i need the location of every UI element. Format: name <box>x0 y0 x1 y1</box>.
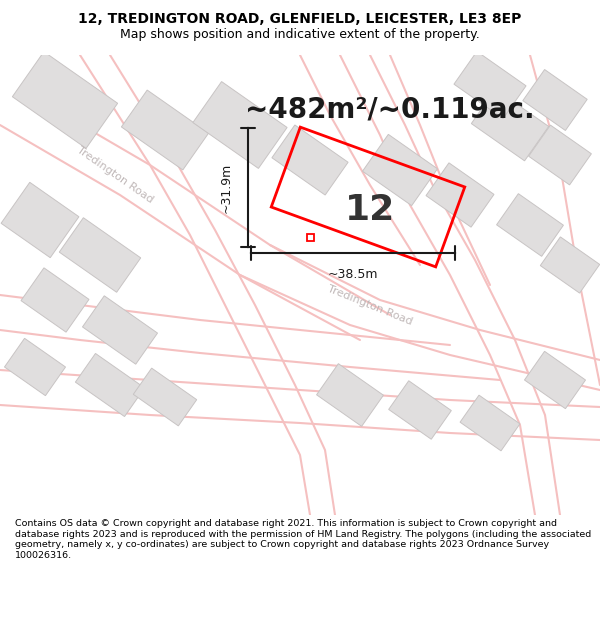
Polygon shape <box>362 134 437 206</box>
Polygon shape <box>317 364 383 426</box>
Text: Tredington Road: Tredington Road <box>75 145 155 205</box>
Polygon shape <box>59 217 141 292</box>
Polygon shape <box>76 354 145 416</box>
Polygon shape <box>389 381 451 439</box>
Text: ~482m²/~0.119ac.: ~482m²/~0.119ac. <box>245 95 535 123</box>
Polygon shape <box>82 296 158 364</box>
Polygon shape <box>454 51 526 119</box>
Text: ~38.5m: ~38.5m <box>328 269 378 281</box>
Polygon shape <box>460 395 520 451</box>
Text: 12: 12 <box>345 193 395 227</box>
Text: 12, TREDINGTON ROAD, GLENFIELD, LEICESTER, LE3 8EP: 12, TREDINGTON ROAD, GLENFIELD, LEICESTE… <box>79 12 521 26</box>
Polygon shape <box>1 182 79 258</box>
Polygon shape <box>272 125 348 195</box>
Polygon shape <box>13 52 118 148</box>
Polygon shape <box>21 268 89 332</box>
Polygon shape <box>121 90 209 170</box>
Polygon shape <box>426 163 494 227</box>
Polygon shape <box>472 89 548 161</box>
Polygon shape <box>133 368 197 426</box>
Polygon shape <box>524 351 586 409</box>
Text: Map shows position and indicative extent of the property.: Map shows position and indicative extent… <box>120 28 480 41</box>
Polygon shape <box>529 125 592 185</box>
Polygon shape <box>541 237 599 293</box>
Text: ~31.9m: ~31.9m <box>220 162 233 212</box>
Text: Tredington Road: Tredington Road <box>326 283 414 327</box>
Polygon shape <box>193 82 287 168</box>
Polygon shape <box>4 338 65 396</box>
Polygon shape <box>497 194 563 256</box>
Text: Contains OS data © Crown copyright and database right 2021. This information is : Contains OS data © Crown copyright and d… <box>15 519 591 559</box>
Polygon shape <box>523 69 587 131</box>
